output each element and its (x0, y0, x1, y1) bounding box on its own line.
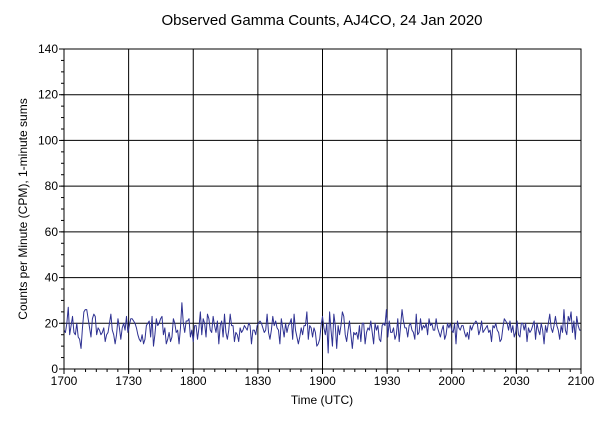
x-axis-label: Time (UTC) (291, 393, 353, 407)
x-tick-label: 2030 (503, 374, 530, 388)
y-tick-label: 0 (51, 362, 58, 376)
x-tick-label: 1730 (115, 374, 142, 388)
x-tick-label: 1900 (309, 374, 336, 388)
y-tick-label: 20 (45, 316, 59, 330)
x-tick-label: 1830 (245, 374, 272, 388)
chart-title: Observed Gamma Counts, AJ4CO, 24 Jan 202… (162, 12, 483, 29)
grid (64, 49, 581, 369)
series-layer (63, 302, 581, 354)
y-tick-label: 40 (45, 271, 59, 285)
x-tick-label: 1700 (51, 374, 78, 388)
y-axis-ticks: 0 20 40 60 80 100 120 140 (38, 42, 64, 376)
y-tick-label: 120 (38, 88, 58, 102)
y-tick-label: 140 (38, 42, 58, 56)
y-tick-label: 100 (38, 133, 58, 147)
x-tick-label: 2100 (568, 374, 595, 388)
x-axis-ticks: 1700 1730 1800 1830 1900 1930 2000 2030 2100 (51, 369, 595, 388)
gamma-counts-line (63, 302, 581, 354)
x-tick-label: 1930 (374, 374, 401, 388)
x-tick-label: 1800 (180, 374, 207, 388)
y-axis-label: Counts per Minute (CPM), 1-minute sums (16, 98, 30, 319)
y-tick-label: 60 (45, 225, 59, 239)
x-tick-label: 2000 (438, 374, 465, 388)
y-tick-label: 80 (45, 179, 59, 193)
